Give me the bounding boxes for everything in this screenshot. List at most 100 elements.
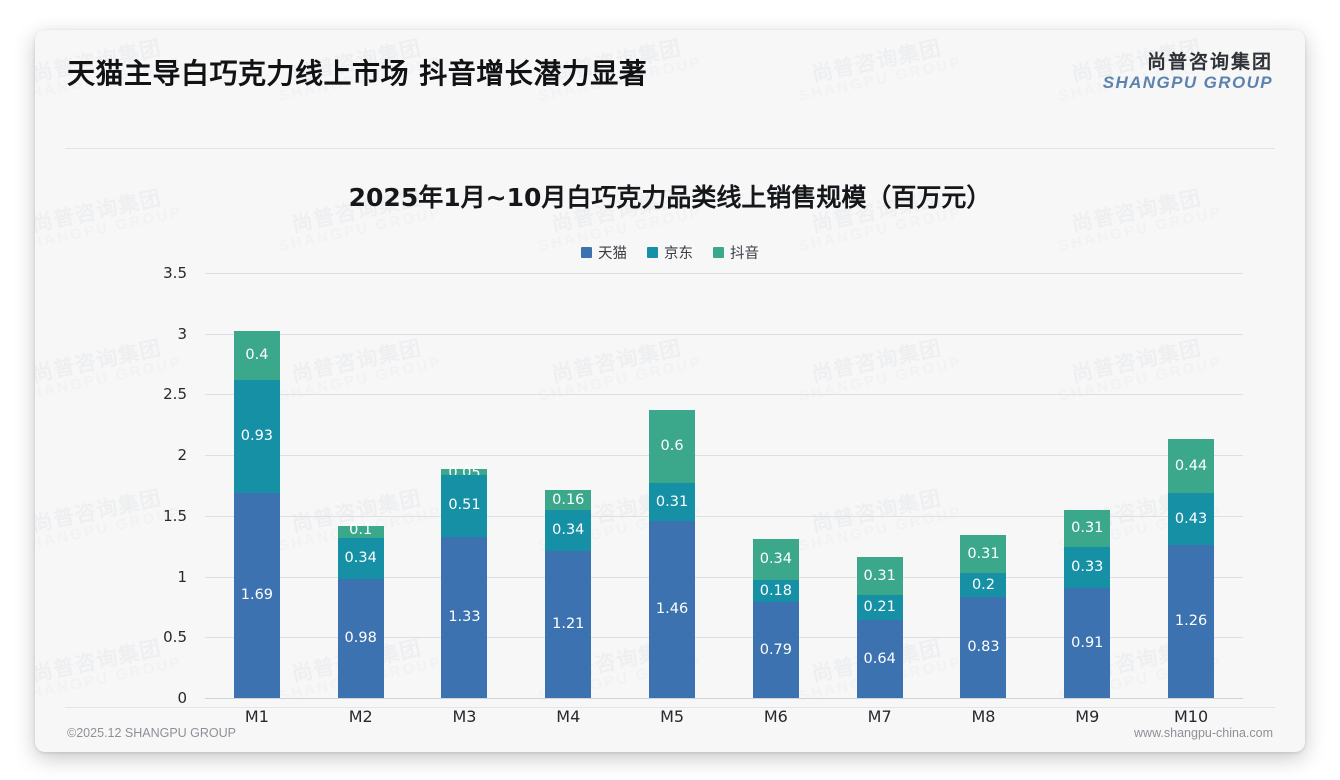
- bar-segment-天猫[interactable]: 1.69: [233, 492, 280, 698]
- y-axis-tick-label: 0: [177, 689, 187, 707]
- bar-segment-抖音[interactable]: 0.31: [856, 557, 903, 595]
- gridline: [205, 576, 1243, 578]
- bar-segment-抖音[interactable]: 0.16: [545, 490, 592, 510]
- footer-copyright: ©2025.12 SHANGPU GROUP: [67, 726, 236, 740]
- bar-segment-抖音[interactable]: 0.6: [649, 410, 696, 484]
- bar-series-group: 0.4 0.93 1.69 0.1 0.34 0.98 0.05 0.51 1.33 0.16 0.…: [205, 273, 1243, 698]
- x-axis-tick-label: M9: [1075, 706, 1100, 726]
- legend-swatch-icon: [713, 247, 724, 258]
- bar-value-label: 0.16: [552, 491, 585, 508]
- bar-value-label: 0.91: [1071, 634, 1104, 651]
- bar-value-label: 0.51: [448, 497, 481, 514]
- gridline: [205, 455, 1243, 457]
- bar-value-label: 0.43: [1174, 510, 1208, 527]
- bar-segment-京东[interactable]: 0.93: [233, 379, 280, 493]
- bar-value-label: 0.31: [655, 493, 689, 510]
- bar-value-label: 1.26: [1174, 613, 1208, 630]
- footer-divider: [65, 707, 1275, 708]
- bar-segment-抖音[interactable]: 0.44: [1168, 439, 1215, 493]
- bar-segment-抖音[interactable]: 0.31: [1064, 509, 1111, 548]
- gridline: [205, 333, 1243, 335]
- bar-segment-天猫[interactable]: 1.33: [441, 536, 488, 698]
- gridline: [205, 637, 1243, 639]
- bar-group-m10[interactable]: 0.44 0.43 1.26: [1168, 273, 1215, 698]
- legend-label: 天猫: [598, 246, 627, 262]
- brand-logo: 尚普咨询集团 SHANGPU GROUP: [1103, 51, 1273, 93]
- bar-value-label: 0.6: [660, 438, 684, 455]
- x-axis: M1 M2 M3 M4 M5 M6 M7 M8 M9 M10: [205, 698, 1243, 734]
- legend-label: 京东: [664, 246, 693, 262]
- legend-item-2[interactable]: 京东: [647, 242, 693, 263]
- slide-card: 尚普咨询集团 SHANGPU GROUP 尚普咨询集团 SHANGPU GROUP 尚普…: [35, 30, 1305, 752]
- slide-footer: ©2025.12 SHANGPU GROUP www.shangpu-china…: [67, 726, 1273, 740]
- x-axis-tick-label: M6: [763, 706, 788, 726]
- bar-group-m5[interactable]: 0.6 0.31 1.46: [649, 273, 696, 698]
- y-axis-tick-label: 2.5: [163, 385, 187, 404]
- bar-segment-天猫[interactable]: 0.83: [960, 597, 1007, 698]
- bar-group-m1[interactable]: 0.4 0.93 1.69: [233, 273, 280, 698]
- bar-group-m7[interactable]: 0.31 0.21 0.64: [856, 273, 903, 698]
- y-axis-tick-label: 0.5: [163, 628, 187, 647]
- bar-segment-抖音[interactable]: 0.31: [960, 535, 1007, 573]
- bar-value-label: 0.33: [1071, 559, 1104, 576]
- chart-title: 2025年1月~10月白巧克力品类线上销售规模（百万元）: [348, 183, 992, 212]
- bar-value-label: 0.4: [245, 347, 269, 364]
- bar-value-label: 0.44: [1174, 457, 1208, 474]
- bar-value-label: 1.21: [552, 616, 585, 633]
- bar-segment-天猫[interactable]: 0.98: [337, 579, 384, 698]
- bar-segment-天猫[interactable]: 1.21: [545, 551, 592, 698]
- bar-segment-京东[interactable]: 0.51: [441, 474, 488, 537]
- bar-segment-京东[interactable]: 0.18: [752, 580, 799, 603]
- bar-group-m8[interactable]: 0.31 0.2 0.83: [960, 273, 1007, 698]
- x-axis-tick-label: M2: [348, 706, 373, 726]
- bar-segment-天猫[interactable]: 0.91: [1064, 587, 1111, 698]
- bar-segment-京东[interactable]: 0.34: [337, 537, 384, 579]
- bar-segment-京东[interactable]: 0.34: [545, 509, 592, 552]
- bar-value-label: 0.21: [863, 599, 896, 616]
- bar-value-label: 0.31: [1071, 520, 1104, 537]
- bar-segment-抖音[interactable]: 0.34: [752, 538, 799, 581]
- bar-segment-天猫[interactable]: 0.64: [856, 620, 903, 698]
- grid-area: 0.4 0.93 1.69 0.1 0.34 0.98 0.05 0.51 1.33 0.16 0.…: [205, 273, 1243, 699]
- bar-value-label: 0.2: [971, 576, 995, 593]
- gridline: [205, 273, 1243, 274]
- bar-value-label: 0.31: [967, 545, 1000, 562]
- bar-segment-天猫[interactable]: 1.26: [1168, 545, 1215, 698]
- bar-value-label: 0.98: [344, 630, 377, 647]
- bar-group-m9[interactable]: 0.31 0.33 0.91: [1064, 273, 1111, 698]
- legend-item-1[interactable]: 天猫: [581, 242, 627, 263]
- bar-segment-京东[interactable]: 0.2: [960, 572, 1007, 598]
- bar-segment-天猫[interactable]: 1.46: [649, 520, 696, 698]
- bar-value-label: 0.34: [759, 551, 793, 568]
- x-axis-tick-label: M10: [1173, 706, 1209, 726]
- bar-segment-京东[interactable]: 0.21: [856, 594, 903, 621]
- bar-segment-抖音[interactable]: 0.4: [233, 331, 280, 380]
- y-axis-tick-label: 1.5: [163, 506, 187, 525]
- y-axis: 0 0.5 1 1.5 2 2.5 3 3.5: [143, 264, 195, 707]
- legend-label: 抖音: [730, 246, 759, 262]
- page-title: 天猫主导白巧克力线上市场 抖音增长潜力显著: [67, 57, 648, 90]
- bar-segment-抖音[interactable]: 0.1: [337, 521, 384, 538]
- x-axis-tick-label: M7: [867, 706, 892, 726]
- chart-legend: 天猫 京东 抖音: [35, 242, 1305, 263]
- bar-value-label: 0.79: [759, 641, 793, 658]
- y-axis-tick-label: 2: [177, 446, 187, 465]
- bar-segment-京东[interactable]: 0.43: [1168, 492, 1215, 545]
- bar-group-m4[interactable]: 0.16 0.34 1.21: [545, 273, 592, 698]
- bar-segment-京东[interactable]: 0.31: [649, 483, 696, 521]
- bar-value-label: 0.18: [759, 582, 793, 599]
- bar-value-label: 0.1: [349, 521, 373, 538]
- x-axis-tick-label: M8: [971, 706, 996, 726]
- legend-item-3[interactable]: 抖音: [713, 242, 759, 263]
- bar-segment-京东[interactable]: 0.33: [1064, 547, 1111, 588]
- bar-value-label: 0.83: [967, 639, 1000, 656]
- bar-value-label: 1.46: [655, 601, 689, 618]
- bar-group-m6[interactable]: 0.34 0.18 0.79: [752, 273, 799, 698]
- bar-group-m3[interactable]: 0.05 0.51 1.33: [441, 273, 488, 698]
- x-axis-tick-label: M5: [660, 706, 685, 726]
- bar-group-m2[interactable]: 0.1 0.34 0.98: [337, 273, 384, 698]
- header-divider: [65, 148, 1275, 149]
- bar-segment-天猫[interactable]: 0.79: [752, 602, 799, 698]
- y-axis-tick-label: 1: [177, 567, 187, 586]
- gridline: [205, 698, 1243, 699]
